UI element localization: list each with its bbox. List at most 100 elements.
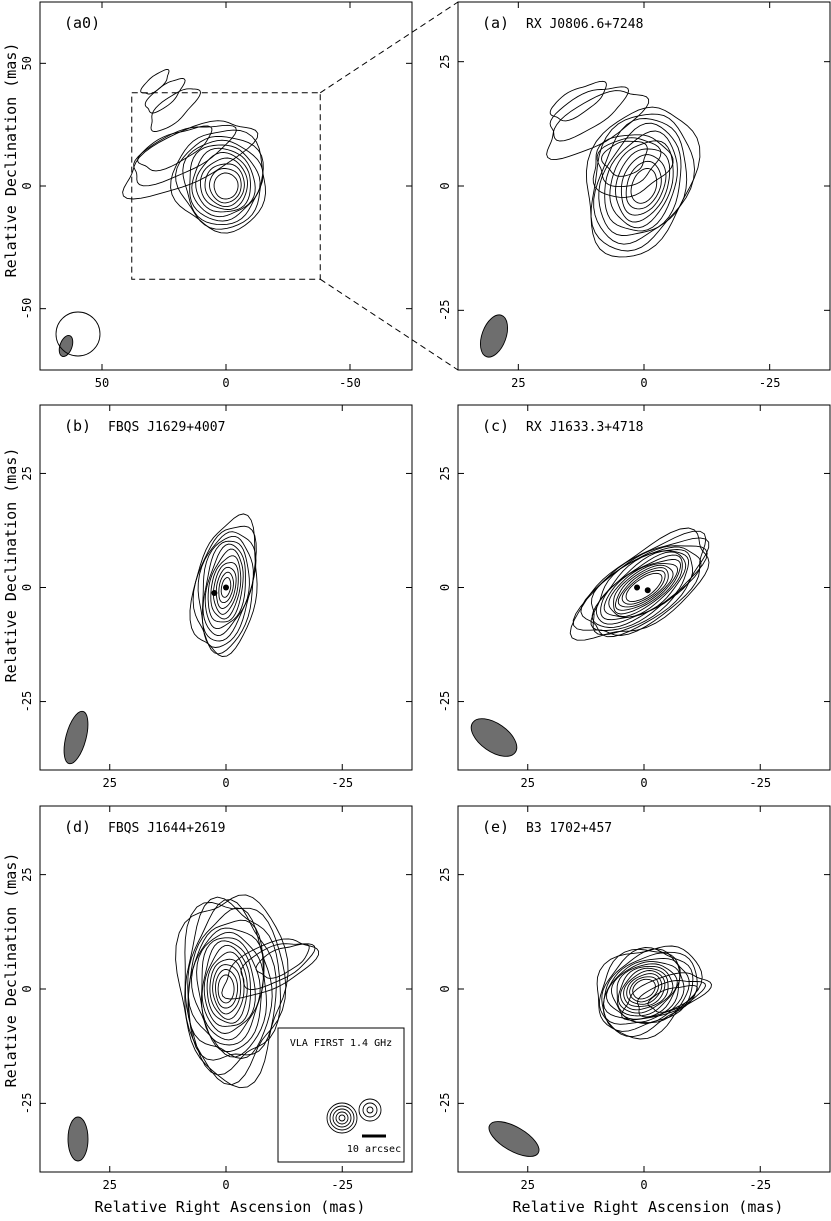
y-tick-label-a-0: 25 xyxy=(438,54,452,68)
contour-b-11 xyxy=(189,513,258,657)
contour-a-3 xyxy=(615,148,671,223)
contour-a0-7 xyxy=(182,139,264,226)
contour-c-2 xyxy=(617,567,669,608)
contour-d-6 xyxy=(201,940,256,1034)
y-tick-label-c-1: 0 xyxy=(438,584,452,591)
contour-a0-6 xyxy=(189,144,261,222)
x-tick-label-a0-1: 0 xyxy=(222,376,229,390)
extension-e-0-2 xyxy=(647,984,698,1013)
panel-tag-d: (d) xyxy=(64,818,91,836)
contour-a0-1 xyxy=(209,168,242,204)
contour-e-7 xyxy=(610,961,681,1020)
x-axis-label-left: Relative Right Ascension (mas) xyxy=(95,1198,366,1216)
zoom-connector-bottom xyxy=(319,278,459,371)
contour-b-5 xyxy=(207,548,244,623)
panel-frame-e xyxy=(457,805,831,1173)
extension-a-0-0 xyxy=(546,90,650,161)
contour-e-2 xyxy=(626,973,663,1005)
contour-e-8 xyxy=(606,957,681,1023)
contour-d-9 xyxy=(191,927,265,1052)
contour-c-3 xyxy=(614,564,674,611)
extension-a0-1-2 xyxy=(140,68,170,95)
contour-b-9 xyxy=(197,531,257,648)
contour-c-1 xyxy=(621,570,666,605)
x-tick-label-e-2: -25 xyxy=(749,1178,771,1192)
contour-d-4 xyxy=(206,951,248,1024)
inset-contour-a-0 xyxy=(338,1114,346,1122)
panel-a0: 50 0 -50 50 0 -50 (a0) xyxy=(20,1,413,390)
component-c-1 xyxy=(644,587,651,594)
contour-a-6 xyxy=(598,122,682,236)
inset-contour-b-2 xyxy=(358,1098,382,1122)
contour-d-3 xyxy=(209,958,245,1020)
source-name-e: B3 1702+457 xyxy=(526,821,612,836)
inset-contour-a-1 xyxy=(335,1111,349,1125)
contour-b-8 xyxy=(201,535,254,642)
contour-e-5 xyxy=(617,965,674,1014)
contour-a-4 xyxy=(609,140,674,229)
beam-e xyxy=(488,1121,540,1157)
panel-frame-a0 xyxy=(39,1,413,371)
contour-a-2 xyxy=(620,154,667,216)
contour-a0-9 xyxy=(170,129,266,234)
y-tick-label-b-2: -25 xyxy=(20,691,34,713)
panel-a: 25 0 -25 25 0 -25 (a) RX J0806.6+7248 xyxy=(438,1,831,390)
y-tick-label-b-0: 25 xyxy=(20,466,34,480)
contour-e-4 xyxy=(620,967,669,1011)
panel-c: 25 0 -25 25 0 -25 (c) RX J1633.3+4718 xyxy=(438,404,831,790)
source-name-c: RX J1633.3+4718 xyxy=(526,420,643,435)
inset-d: VLA FIRST 1.4 GHz 10 arcsec xyxy=(277,1027,405,1163)
contours-a xyxy=(546,80,701,258)
x-tick-label-d-0: 25 xyxy=(103,1178,117,1192)
extension-e-0-0 xyxy=(621,972,712,1021)
y-tick-label-e-1: 0 xyxy=(438,985,452,992)
inset-title: VLA FIRST 1.4 GHz xyxy=(290,1038,392,1049)
contour-d-15 xyxy=(175,894,289,1089)
y-tick-label-d-1: 0 xyxy=(20,985,34,992)
extension-a-0-1 xyxy=(549,86,630,142)
y-tick-label-c-0: 25 xyxy=(438,466,452,480)
contour-b-6 xyxy=(204,543,246,630)
contour-a0-4 xyxy=(195,151,251,213)
x-tick-label-b-0: 25 xyxy=(103,776,117,790)
contour-d-10 xyxy=(187,919,267,1058)
extension-a-1-0 xyxy=(592,134,674,198)
x-tick-label-d-2: -25 xyxy=(331,1178,353,1192)
y-tick-label-a-2: -25 xyxy=(438,299,452,321)
contour-c-5 xyxy=(608,559,682,617)
y-axis-label-bottom: Relative Declination (mas) xyxy=(2,853,20,1088)
x-tick-label-c-0: 25 xyxy=(521,776,535,790)
contour-e-13 xyxy=(596,945,703,1040)
component-b-0 xyxy=(211,589,218,596)
panel-d: 25 0 -25 25 0 -25 (d) FBQS J1644+2619 VLA FIRST … xyxy=(20,805,413,1192)
contours-a0 xyxy=(122,68,266,234)
contour-e-12 xyxy=(599,948,698,1038)
contour-e-10 xyxy=(602,948,690,1025)
contour-a-0 xyxy=(630,168,658,204)
contour-d-8 xyxy=(196,931,264,1046)
contour-d-5 xyxy=(203,944,251,1027)
contour-a-1 xyxy=(625,160,662,210)
extension-a0-0-2 xyxy=(137,125,213,172)
beam-c xyxy=(470,718,518,757)
contours-d xyxy=(175,894,320,1089)
contour-b-4 xyxy=(210,555,242,620)
x-tick-label-a-1: 0 xyxy=(640,376,647,390)
contours-e xyxy=(596,945,712,1040)
contour-b-1 xyxy=(218,571,234,604)
y-tick-label-a0-1: 0 xyxy=(20,182,34,189)
beam-ring-a0 xyxy=(55,311,101,357)
zoom-connector-top xyxy=(319,1,459,94)
x-tick-label-c-1: 0 xyxy=(640,776,647,790)
contours-b xyxy=(189,513,258,657)
inset-scalebar-label: 10 arcsec xyxy=(347,1144,401,1155)
contour-d-1 xyxy=(215,969,239,1009)
inset-contour-b-1 xyxy=(362,1102,378,1118)
extension-a-1-2 xyxy=(601,140,648,177)
contour-b-0 xyxy=(220,577,232,598)
x-tick-label-e-1: 0 xyxy=(640,1178,647,1192)
extension-a-0-2 xyxy=(549,80,607,122)
y-axis-label-top: Relative Declination (mas) xyxy=(2,43,20,278)
y-tick-label-d-2: -25 xyxy=(20,1093,34,1115)
